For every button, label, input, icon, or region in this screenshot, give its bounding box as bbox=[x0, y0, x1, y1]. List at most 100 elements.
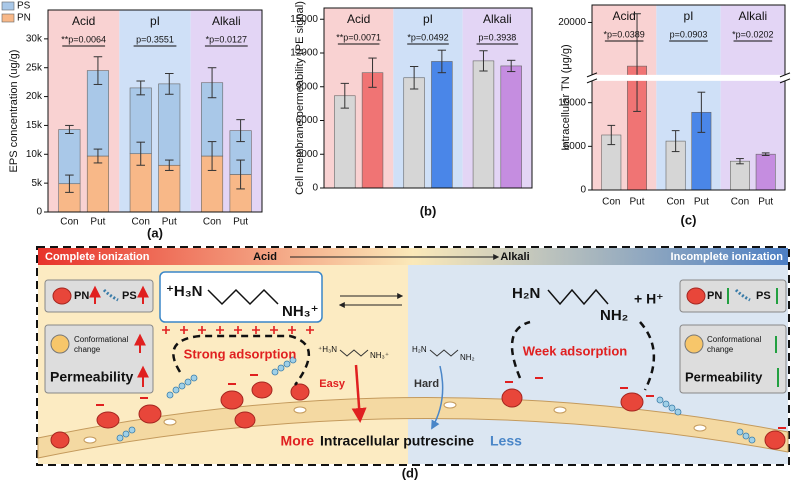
diagram: Complete ionization Acid Alkali Incomple… bbox=[36, 246, 790, 480]
weak-adsorption-label: Week adsorption bbox=[523, 343, 628, 358]
center-label: Intracellular putrescine bbox=[320, 433, 474, 449]
conformational-label: change bbox=[74, 345, 101, 354]
right-permeability-box bbox=[679, 324, 787, 394]
y-tick-label: 30k bbox=[26, 33, 43, 44]
acid-molecule-left: ⁺H₃N bbox=[166, 283, 203, 300]
conformational-label: Conformational bbox=[74, 335, 128, 344]
group-label: Acid bbox=[612, 9, 635, 23]
hard-arrow bbox=[431, 365, 444, 430]
bar bbox=[334, 95, 356, 189]
easy-label: Easy bbox=[319, 378, 346, 390]
ps-icon bbox=[734, 288, 751, 302]
polysaccharide-chains bbox=[116, 356, 756, 444]
strong-adsorption-outline bbox=[172, 334, 311, 386]
y-tick-label: 20k bbox=[26, 91, 43, 102]
negative-charges bbox=[96, 374, 786, 429]
y-tick-label: 9000 bbox=[296, 81, 319, 92]
x-tick-label: Put bbox=[233, 217, 248, 228]
bar bbox=[403, 77, 425, 189]
p-value: *p=0.0202 bbox=[732, 29, 773, 39]
group-label: pI bbox=[150, 14, 160, 28]
ps-label: PS bbox=[756, 290, 771, 302]
break-mark bbox=[779, 72, 791, 78]
break-mark bbox=[586, 72, 598, 78]
p-value: **p=0.0064 bbox=[61, 34, 106, 44]
pn-icon bbox=[52, 287, 72, 305]
base-molecule-left: H₂N bbox=[512, 285, 540, 302]
group-label: pI bbox=[423, 12, 433, 26]
panel-label: (d) bbox=[402, 465, 419, 480]
y-tick-label: 10k bbox=[26, 149, 43, 160]
carbon-chain bbox=[207, 288, 279, 306]
dashed-border bbox=[36, 246, 790, 466]
proteins bbox=[50, 381, 786, 450]
pn-label: PN bbox=[74, 290, 89, 302]
bar bbox=[361, 72, 384, 189]
legend-label: PN bbox=[17, 13, 31, 24]
alkali-label: Alkali bbox=[500, 251, 529, 263]
x-tick-label: Put bbox=[162, 217, 177, 228]
strong-adsorption-label: Strong adsorption bbox=[184, 346, 297, 361]
conformational-label: Conformational bbox=[707, 335, 761, 344]
pn-label: PN bbox=[707, 290, 722, 302]
membrane-pores bbox=[83, 401, 707, 444]
p-value: p=0.3938 bbox=[478, 32, 516, 42]
molecule-box bbox=[159, 271, 323, 323]
plot-frame bbox=[591, 4, 786, 191]
hard-label: Hard bbox=[414, 378, 439, 390]
p-value: p=0.0903 bbox=[670, 29, 708, 39]
y-tick-label: 0 bbox=[36, 207, 42, 218]
bar bbox=[500, 65, 522, 189]
y-tick-label: 25k bbox=[26, 62, 43, 73]
y-tick-label: 6000 bbox=[296, 115, 319, 126]
legend-label: PS bbox=[17, 1, 31, 12]
easy-arrow bbox=[351, 364, 367, 423]
y-tick-label: 0 bbox=[312, 183, 318, 194]
p-value: *p=0.0127 bbox=[206, 34, 247, 44]
y-tick-label: 5000 bbox=[564, 141, 587, 152]
more-label: More bbox=[281, 433, 315, 449]
small-chain bbox=[429, 349, 459, 357]
small-acid-molecule: ⁺H₃N bbox=[318, 345, 337, 354]
p-value: p=0.3551 bbox=[136, 34, 174, 44]
axis-break bbox=[586, 74, 791, 81]
right-eps-box bbox=[679, 279, 787, 313]
small-base-molecule: NH₂ bbox=[460, 353, 475, 362]
p-value: *p=0.0389 bbox=[604, 29, 645, 39]
x-tick-label: Con bbox=[666, 197, 684, 208]
x-tick-label: Con bbox=[60, 217, 78, 228]
group-label: Acid bbox=[72, 14, 95, 28]
legend-swatch bbox=[1, 13, 15, 23]
carbon-chain bbox=[547, 288, 609, 306]
legend-swatch bbox=[1, 1, 15, 11]
acid-molecule-right: NH₃⁺ bbox=[282, 303, 319, 320]
group-label: Alkali bbox=[212, 14, 241, 28]
permeability-label: Permeability bbox=[685, 369, 763, 384]
y-tick-label: 0 bbox=[580, 185, 586, 196]
conformation-icon bbox=[684, 334, 704, 354]
group-label: Alkali bbox=[483, 12, 512, 26]
x-tick-label: Con bbox=[203, 217, 221, 228]
bar bbox=[755, 153, 776, 191]
conformational-label: change bbox=[707, 345, 734, 354]
weak-adsorption-outline bbox=[510, 320, 656, 391]
bar-segment bbox=[86, 155, 109, 213]
ps-label: PS bbox=[122, 290, 137, 302]
x-tick-label: Put bbox=[694, 197, 709, 208]
bar-segment bbox=[158, 164, 181, 213]
y-tick-label: 15k bbox=[26, 120, 43, 131]
conformation-icon bbox=[50, 334, 70, 354]
x-tick-label: Con bbox=[132, 217, 150, 228]
proton-label: + H⁺ bbox=[634, 291, 664, 307]
y-tick-label: 15000 bbox=[290, 14, 318, 25]
bar bbox=[730, 160, 750, 191]
bar bbox=[472, 60, 495, 189]
small-chain bbox=[339, 349, 369, 357]
x-tick-label: Put bbox=[90, 217, 105, 228]
y-tick-label: 3000 bbox=[296, 149, 319, 160]
group-label: Acid bbox=[347, 12, 370, 26]
panel-label: (b) bbox=[420, 203, 437, 218]
bar-segment bbox=[158, 83, 181, 166]
membrane bbox=[37, 396, 789, 459]
p-value: **p=0.0071 bbox=[336, 32, 381, 42]
